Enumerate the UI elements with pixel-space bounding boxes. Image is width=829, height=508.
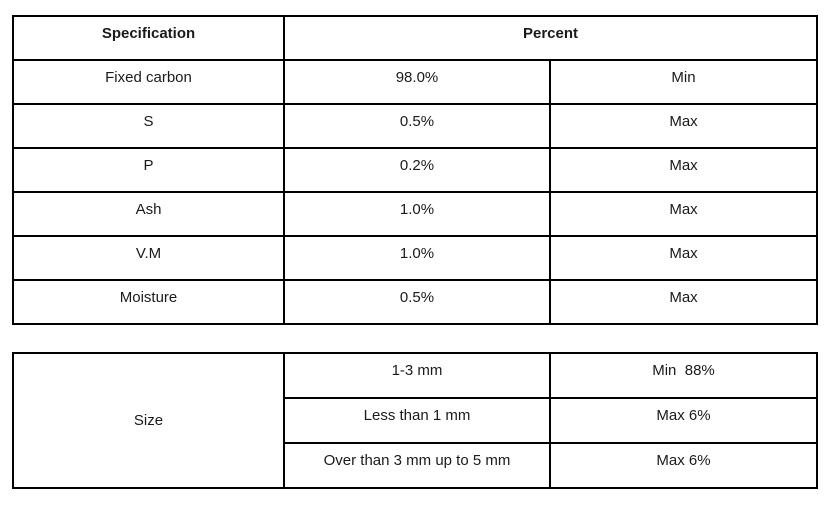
- specification-header-cell: Specification: [12, 15, 285, 61]
- table-row: Fixed carbon 98.0% Min: [12, 59, 818, 105]
- spec-name-cell: S: [12, 103, 285, 149]
- spec-name-cell: V.M: [12, 235, 285, 281]
- spec-limit-cell: Min: [549, 59, 818, 105]
- spec-name-cell: Ash: [12, 191, 285, 237]
- percent-header-cell: Percent: [283, 15, 818, 61]
- spec-limit-cell: Max: [549, 191, 818, 237]
- spec-name-cell: Moisture: [12, 279, 285, 325]
- size-table: Size 1-3 mm Min 88% Less than 1 mm Max 6…: [12, 352, 818, 489]
- size-label-cell: Size: [12, 352, 285, 489]
- spec-name-cell: P: [12, 147, 285, 193]
- spec-value-cell: 1.0%: [283, 235, 551, 281]
- spec-limit-cell: Max: [549, 235, 818, 281]
- spec-value-cell: 0.5%: [283, 103, 551, 149]
- table-row: Size 1-3 mm Min 88%: [12, 352, 818, 489]
- spec-value-cell: 0.2%: [283, 147, 551, 193]
- spec-value-cell: 98.0%: [283, 59, 551, 105]
- size-range-cell: Over than 3 mm up to 5 mm: [283, 442, 551, 489]
- size-limit-cell: Max 6%: [549, 397, 818, 444]
- spec-limit-cell: Max: [549, 279, 818, 325]
- specification-table: Specification Percent Fixed carbon 98.0%…: [12, 15, 818, 325]
- spec-limit-cell: Max: [549, 147, 818, 193]
- table-row: Over than 3 mm up to 5 mm Max 6%: [13, 442, 818, 489]
- size-range-cell: Less than 1 mm: [283, 397, 551, 444]
- spec-value-cell: 1.0%: [283, 191, 551, 237]
- table-row: S 0.5% Max: [12, 103, 818, 149]
- table-row: V.M 1.0% Max: [12, 235, 818, 281]
- size-limit-cell: Max 6%: [549, 442, 818, 489]
- spec-value-cell: 0.5%: [283, 279, 551, 325]
- table-row: P 0.2% Max: [12, 147, 818, 193]
- table-row: Less than 1 mm Max 6%: [13, 397, 818, 444]
- spec-table-header-row: Specification Percent: [12, 15, 818, 61]
- spec-name-cell: Fixed carbon: [12, 59, 285, 105]
- size-range-cell: 1-3 mm: [283, 352, 551, 399]
- spec-limit-cell: Max: [549, 103, 818, 149]
- size-limit-cell: Min 88%: [549, 352, 818, 399]
- table-row: Ash 1.0% Max: [12, 191, 818, 237]
- table-row: Moisture 0.5% Max: [12, 279, 818, 325]
